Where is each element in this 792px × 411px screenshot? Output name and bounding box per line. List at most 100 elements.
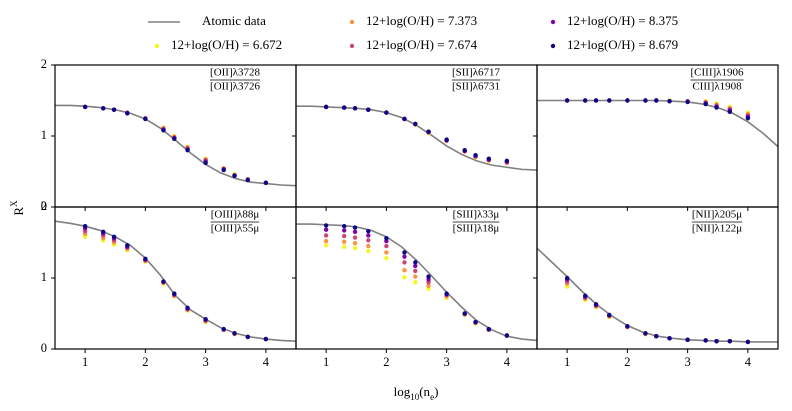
panel-title-denominator: [SII]λ6731 xyxy=(452,81,500,93)
legend-label: 12+log(O/H) = 7.373 xyxy=(366,13,477,28)
atomic-line xyxy=(296,105,538,171)
data-point xyxy=(486,156,491,161)
data-point xyxy=(473,319,478,325)
data-point xyxy=(366,243,371,249)
data-point xyxy=(593,302,599,307)
data-point xyxy=(323,233,329,238)
data-point xyxy=(125,243,130,248)
data-point xyxy=(342,244,347,249)
legend-marker xyxy=(550,19,556,25)
data-point xyxy=(413,274,418,279)
data-point xyxy=(352,241,358,246)
data-point xyxy=(161,128,166,133)
data-point xyxy=(643,331,648,336)
panel: 1 2 3 4 0 1 2 [OIII]λ88μ [OIII]λ55μ xyxy=(41,199,297,369)
data-point xyxy=(593,98,599,103)
data-point xyxy=(245,177,250,183)
x-tick-label: 4 xyxy=(263,355,270,369)
data-point xyxy=(413,121,418,127)
data-point xyxy=(101,229,106,235)
data-point xyxy=(703,101,708,107)
data-point xyxy=(667,336,672,341)
data-point xyxy=(402,260,407,265)
x-axis-label-part: (n xyxy=(419,384,430,399)
data-point xyxy=(366,238,371,243)
x-tick-label: 3 xyxy=(203,355,209,369)
data-point xyxy=(111,107,117,112)
x-tick-label: 3 xyxy=(685,355,691,369)
data-point xyxy=(462,148,467,153)
data-point xyxy=(143,116,148,122)
data-point xyxy=(564,275,570,281)
atomic-line xyxy=(55,104,297,187)
panel-title-numerator: [OII]λ3728 xyxy=(210,67,260,79)
x-axis-label-part: 10 xyxy=(410,392,420,402)
data-point xyxy=(654,98,659,103)
legend: Atomic data 12+log(O/H) = 6.672 12+log(O/H… xyxy=(148,13,678,52)
data-point xyxy=(352,225,358,230)
panel-frame xyxy=(536,206,779,350)
data-point xyxy=(245,334,250,340)
data-point xyxy=(727,109,732,115)
panel-frame xyxy=(536,64,779,208)
atomic-line xyxy=(536,247,778,343)
x-axis-label: log10(ne) xyxy=(394,384,439,402)
data-point xyxy=(111,234,117,240)
data-point xyxy=(426,274,431,279)
panel-title-numerator: [OIII]λ88μ xyxy=(211,209,260,221)
data-point xyxy=(714,105,719,110)
x-tick-label: 2 xyxy=(142,355,148,369)
x-tick-label: 2 xyxy=(383,355,389,369)
panel: 0 1 2 [OII]λ3728 [OII]λ3726 xyxy=(41,57,297,213)
y-axis-label: RX xyxy=(9,200,26,216)
data-point xyxy=(486,326,491,332)
panel-title-numerator: [SII]λ6717 xyxy=(452,67,501,79)
panel-frame xyxy=(295,64,538,208)
legend-label: 12+log(O/H) = 8.375 xyxy=(567,13,678,28)
data-point xyxy=(352,235,358,240)
data-point xyxy=(504,158,510,164)
data-point xyxy=(185,305,190,311)
panel: [SII]λ6717 [SII]λ6731 xyxy=(292,64,538,211)
panel-title-denominator: [SIII]λ18μ xyxy=(453,223,500,235)
x-tick-label: 3 xyxy=(444,355,450,369)
data-point xyxy=(323,238,329,244)
y-tick-label: 1 xyxy=(41,128,47,142)
data-point xyxy=(384,243,389,249)
data-point xyxy=(263,180,269,186)
data-point xyxy=(685,337,690,342)
x-tick-label: 1 xyxy=(323,355,329,369)
data-point xyxy=(161,279,166,284)
data-point xyxy=(323,223,329,228)
x-tick-label: 1 xyxy=(82,355,88,369)
data-point xyxy=(342,223,347,229)
data-point xyxy=(352,245,358,251)
data-point xyxy=(203,160,208,166)
data-point xyxy=(413,280,418,285)
panel-title-denominator: [OIII]λ55μ xyxy=(211,223,260,235)
data-point xyxy=(101,106,106,111)
x-tick-label: 4 xyxy=(745,355,752,369)
legend-label: 12+log(O/H) = 8.679 xyxy=(567,37,678,52)
legend-label: 12+log(O/H) = 6.672 xyxy=(171,37,282,52)
data-point xyxy=(504,333,510,338)
data-point xyxy=(342,233,347,239)
data-point xyxy=(342,105,347,110)
data-point xyxy=(714,338,719,344)
data-point xyxy=(667,99,672,104)
data-point xyxy=(727,338,732,344)
y-tick-label: 0 xyxy=(41,341,47,355)
data-point xyxy=(654,334,659,339)
data-point xyxy=(384,250,389,255)
data-point xyxy=(402,250,407,255)
data-point xyxy=(583,293,588,298)
data-point xyxy=(203,316,208,322)
y-tick-label: 0 xyxy=(41,199,47,213)
data-point xyxy=(221,167,226,173)
x-axis-label-part: log xyxy=(394,384,411,399)
data-point xyxy=(402,267,407,273)
x-tick-label: 2 xyxy=(624,355,630,369)
data-point xyxy=(366,107,371,112)
data-point xyxy=(384,255,389,261)
panel: 1 2 3 4 [NII]λ205μ [NII]λ122μ xyxy=(533,206,779,369)
